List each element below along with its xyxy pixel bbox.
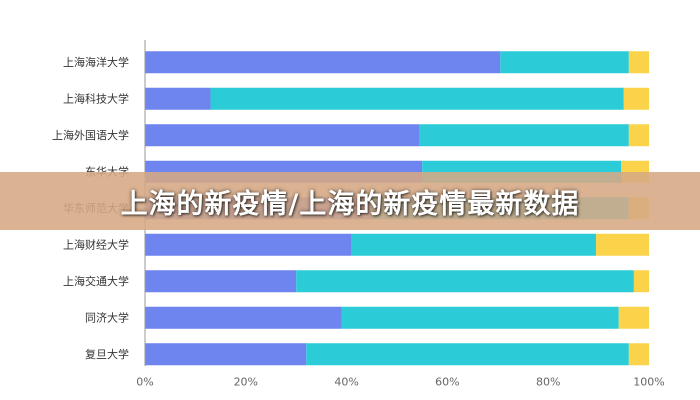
bar-segment-3 — [623, 87, 649, 110]
x-tick-label: 0% — [136, 376, 153, 389]
y-tick-labels: 上海海洋大学上海科技大学上海外国语大学东华大学华东师范大学上海财经大学上海交通大… — [52, 55, 129, 361]
y-tick-label: 上海交通大学 — [63, 274, 129, 288]
bar-segment-3 — [633, 270, 649, 293]
bar-segment-2 — [296, 270, 634, 293]
x-tick-label: 80% — [536, 376, 560, 389]
bar-segment-1 — [145, 343, 307, 366]
bar-segment-1 — [145, 51, 501, 74]
y-tick-label: 上海外国语大学 — [52, 128, 129, 142]
bar-segment-2 — [351, 233, 597, 256]
bar-segment-2 — [500, 51, 629, 74]
bar-segment-1 — [145, 306, 342, 329]
bar-segment-1 — [145, 124, 420, 147]
bar-segment-2 — [341, 306, 619, 329]
y-tick-label: 上海海洋大学 — [63, 55, 129, 69]
bar-segment-1 — [145, 270, 297, 293]
bar-segment-1 — [145, 87, 211, 110]
x-tick-label: 20% — [234, 376, 258, 389]
title-banner: 上海的新疫情/上海的新疫情最新数据 — [0, 172, 700, 230]
y-tick-label: 复旦大学 — [85, 347, 129, 361]
x-tick-labels: 0% 20% 40% 60% 80% 100% — [136, 376, 664, 389]
x-tick-label: 100% — [633, 376, 664, 389]
banner-title: 上海的新疫情/上海的新疫情最新数据 — [120, 188, 580, 220]
bar-segment-3 — [618, 306, 649, 329]
bar-segment-2 — [419, 124, 629, 147]
y-tick-label: 同济大学 — [85, 310, 129, 324]
bar-segment-3 — [628, 343, 649, 366]
bar-segment-1 — [145, 233, 352, 256]
y-tick-label: 上海财经大学 — [63, 237, 129, 251]
x-tick-label: 60% — [435, 376, 459, 389]
bar-segment-2 — [210, 87, 624, 110]
bar-segment-3 — [628, 124, 649, 147]
bar-segment-3 — [628, 51, 649, 74]
bar-segment-2 — [306, 343, 629, 366]
y-tick-label: 上海科技大学 — [63, 91, 129, 105]
x-tick-label: 40% — [334, 376, 358, 389]
bar-segment-3 — [596, 233, 649, 256]
